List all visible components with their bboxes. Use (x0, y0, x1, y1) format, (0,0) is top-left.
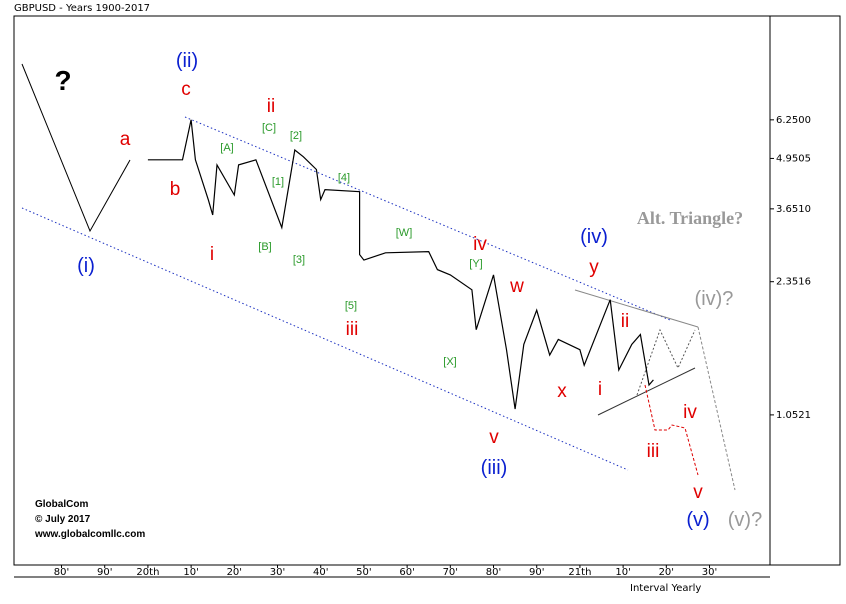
annotation: ii (267, 96, 275, 117)
wave-path (21, 63, 131, 233)
annotation: ? (54, 65, 71, 96)
x-tick-label: 40' (313, 567, 328, 578)
x-tick-label: 50' (356, 567, 371, 578)
annotation: i (598, 379, 602, 400)
price-line (147, 119, 654, 410)
projection-path (644, 384, 699, 476)
footer-text: GlobalCom (35, 499, 88, 510)
y-tick-label: 3.6510 (776, 204, 811, 215)
x-tick-label: 90' (529, 567, 544, 578)
annotation: [B] (258, 241, 271, 253)
x-tick-label: 80' (54, 567, 69, 578)
annotation: [Y] (469, 258, 482, 270)
annotation: (v) (686, 509, 709, 531)
annotation: (iv)? (695, 288, 734, 310)
annotation: b (170, 179, 181, 200)
y-tick-label: 6.2500 (776, 115, 811, 126)
footer-text: www.globalcomllc.com (34, 529, 145, 540)
x-tick-label: 20th (136, 567, 159, 578)
annotation: [A] (220, 142, 233, 154)
annotation: (v)? (728, 509, 762, 531)
annotation: c (181, 79, 191, 100)
triangle-line (574, 289, 699, 328)
projection-path (636, 328, 696, 396)
annotation: v (489, 427, 499, 448)
annotation: ii (621, 311, 629, 332)
x-tick-label: 70' (443, 567, 458, 578)
x-tick-label: 10' (615, 567, 630, 578)
annotation: [W] (396, 227, 413, 239)
annotation: [C] (262, 122, 276, 134)
annotation: a (120, 129, 131, 150)
x-tick-label: 10' (183, 567, 198, 578)
annotation: iv (473, 234, 487, 255)
x-tick-label: 30' (270, 567, 285, 578)
x-tick-label: 30' (702, 567, 717, 578)
annotation: [1] (272, 176, 284, 188)
annotation: (ii) (176, 50, 198, 72)
annotation: w (509, 276, 524, 297)
annotation: i (210, 244, 214, 265)
plot-frame (13, 15, 771, 566)
annotation: v (693, 482, 703, 503)
annotation: (iii) (481, 457, 508, 479)
annotation: [4] (338, 172, 350, 184)
annotation: Alt. Triangle? (637, 208, 743, 228)
y-tick-label: 1.0521 (776, 410, 811, 421)
annotation: [5] (345, 300, 357, 312)
x-tick-label: 20' (227, 567, 242, 578)
annotation: x (557, 381, 567, 402)
y-axis-frame (769, 15, 841, 566)
x-tick-label: 90' (97, 567, 112, 578)
annotation: iii (647, 441, 660, 462)
x-tick-label: 20' (659, 567, 674, 578)
x-tick-label: 21th (568, 567, 591, 578)
annotation: (iv) (580, 226, 608, 248)
annotation: iii (346, 319, 359, 340)
annotation: (i) (77, 255, 95, 277)
projection-path (697, 326, 736, 491)
footer-text: © July 2017 (35, 514, 91, 525)
annotation: [2] (290, 130, 302, 142)
y-tick-label: 4.9505 (776, 153, 811, 164)
x-axis-label: Interval Yearly (630, 583, 701, 594)
y-tick-label: 2.3516 (776, 277, 811, 288)
annotation: [X] (443, 356, 456, 368)
x-tick-label: 80' (486, 567, 501, 578)
chart-title: GBPUSD - Years 1900-2017 (14, 3, 150, 14)
x-tick-label: 60' (399, 567, 414, 578)
annotation: iv (683, 402, 697, 423)
annotation: [3] (293, 254, 305, 266)
annotation: y (589, 257, 599, 278)
